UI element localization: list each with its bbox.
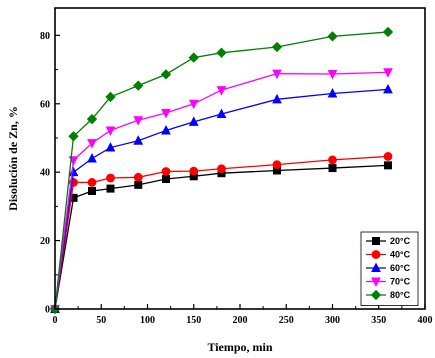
series-line [54, 88, 389, 310]
legend-marker [370, 289, 382, 301]
y-tick-label: 60 [40, 99, 50, 110]
data-point [383, 161, 392, 170]
data-point [383, 68, 393, 78]
data-point [383, 83, 393, 94]
x-tick-label: 100 [140, 315, 155, 326]
data-point [328, 155, 337, 165]
data-point [161, 109, 171, 119]
data-point [87, 178, 97, 187]
legend-marker [371, 250, 381, 259]
x-tick-label: 50 [96, 315, 106, 326]
data-point [87, 153, 97, 163]
x-tick-label: 350 [371, 315, 386, 326]
y-axis-title: Disolución de Zn, % [6, 106, 20, 211]
data-point [327, 88, 338, 98]
legend: 20°C 40°C 60°C 70°C 80°C [360, 231, 419, 306]
data-point [188, 99, 199, 110]
series-20°C [51, 161, 392, 313]
data-point [272, 93, 282, 104]
data-point [272, 69, 282, 80]
data-point [133, 172, 143, 182]
data-point [382, 26, 394, 38]
data-point [105, 91, 116, 103]
data-point [188, 52, 199, 63]
x-tick-label: 150 [186, 315, 201, 326]
legend-label: 40°C [390, 250, 411, 260]
data-point [383, 152, 393, 161]
x-tick-label: 400 [418, 315, 433, 326]
data-point [160, 69, 172, 80]
series-line [54, 71, 389, 310]
y-tick-label: 0 [45, 305, 50, 316]
data-point [86, 113, 98, 125]
data-point [271, 41, 283, 53]
data-point [272, 160, 282, 170]
data-point [217, 164, 226, 174]
legend-marker [371, 277, 381, 287]
plot-area [49, 26, 394, 315]
data-point [68, 131, 79, 142]
series-line [54, 155, 389, 310]
data-point [327, 70, 338, 80]
data-point [133, 80, 144, 91]
legend-label: 80°C [390, 290, 411, 300]
data-point [189, 166, 199, 176]
data-point [161, 175, 170, 184]
data-point [106, 173, 115, 183]
x-tick-label: 0 [53, 315, 58, 326]
series-line [54, 164, 389, 310]
data-point [216, 47, 227, 58]
data-point [188, 116, 199, 126]
data-point [161, 167, 171, 176]
data-point [105, 142, 116, 152]
y-tick-label: 20 [40, 236, 50, 247]
data-point [161, 124, 171, 135]
data-point [328, 164, 337, 173]
data-point [216, 108, 227, 119]
series-80°C [49, 26, 394, 315]
series-60°C [50, 83, 393, 314]
data-point [87, 139, 97, 149]
y-tick-label: 80 [40, 31, 50, 42]
legend-label: 60°C [390, 263, 411, 273]
data-point [105, 126, 116, 136]
x-tick-label: 250 [279, 315, 294, 326]
data-point [106, 184, 115, 193]
x-axis-title: Tiempo, min [207, 340, 272, 354]
legend-marker [371, 236, 380, 245]
x-tick-label: 300 [325, 315, 340, 326]
x-tick-label: 200 [233, 315, 248, 326]
data-point [216, 86, 227, 96]
y-tick-label: 40 [40, 168, 50, 179]
data-point [133, 135, 144, 145]
series-70°C [50, 68, 393, 315]
legend-label: 70°C [390, 277, 411, 287]
data-point [134, 180, 143, 189]
legend-box [360, 231, 419, 306]
legend-marker [371, 262, 381, 273]
legend-label: 20°C [390, 236, 411, 246]
data-point [133, 116, 144, 126]
data-point [327, 31, 338, 42]
data-point [88, 186, 97, 195]
